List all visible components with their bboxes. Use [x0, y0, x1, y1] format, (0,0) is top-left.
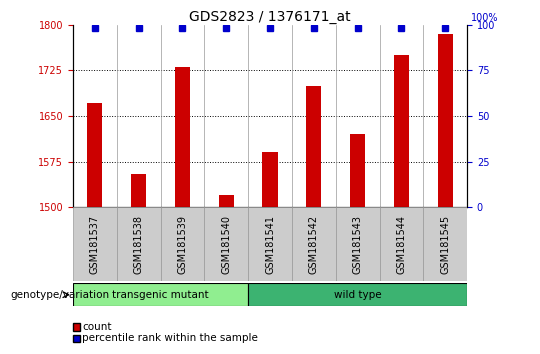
Text: GSM181539: GSM181539: [178, 215, 187, 274]
Bar: [437, 34, 453, 207]
Bar: [175, 67, 190, 207]
Text: GSM181545: GSM181545: [440, 215, 450, 274]
Bar: [131, 174, 146, 207]
Bar: [87, 103, 103, 207]
Bar: [248, 207, 292, 281]
Text: transgenic mutant: transgenic mutant: [112, 290, 209, 300]
Bar: [160, 207, 204, 281]
Bar: [73, 283, 248, 306]
Bar: [394, 55, 409, 207]
Text: genotype/variation: genotype/variation: [11, 290, 110, 300]
Bar: [204, 207, 248, 281]
Bar: [350, 134, 365, 207]
Text: GSM181538: GSM181538: [133, 215, 144, 274]
Bar: [336, 207, 380, 281]
Bar: [248, 283, 467, 306]
Bar: [73, 207, 117, 281]
Text: GSM181541: GSM181541: [265, 215, 275, 274]
Text: GSM181544: GSM181544: [396, 215, 407, 274]
Text: GSM181537: GSM181537: [90, 215, 100, 274]
Bar: [306, 86, 321, 207]
Bar: [292, 207, 336, 281]
Text: GSM181543: GSM181543: [353, 215, 362, 274]
Bar: [423, 207, 467, 281]
Text: 100%: 100%: [471, 13, 498, 23]
Text: wild type: wild type: [334, 290, 381, 300]
Bar: [380, 207, 423, 281]
Bar: [117, 207, 160, 281]
Text: GSM181542: GSM181542: [309, 215, 319, 274]
Text: GSM181540: GSM181540: [221, 215, 231, 274]
Bar: [262, 153, 278, 207]
Bar: [219, 195, 234, 207]
Text: percentile rank within the sample: percentile rank within the sample: [82, 333, 258, 343]
Title: GDS2823 / 1376171_at: GDS2823 / 1376171_at: [189, 10, 351, 24]
Text: count: count: [82, 322, 112, 332]
